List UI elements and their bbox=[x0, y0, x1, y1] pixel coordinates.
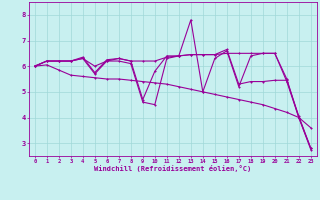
X-axis label: Windchill (Refroidissement éolien,°C): Windchill (Refroidissement éolien,°C) bbox=[94, 165, 252, 172]
